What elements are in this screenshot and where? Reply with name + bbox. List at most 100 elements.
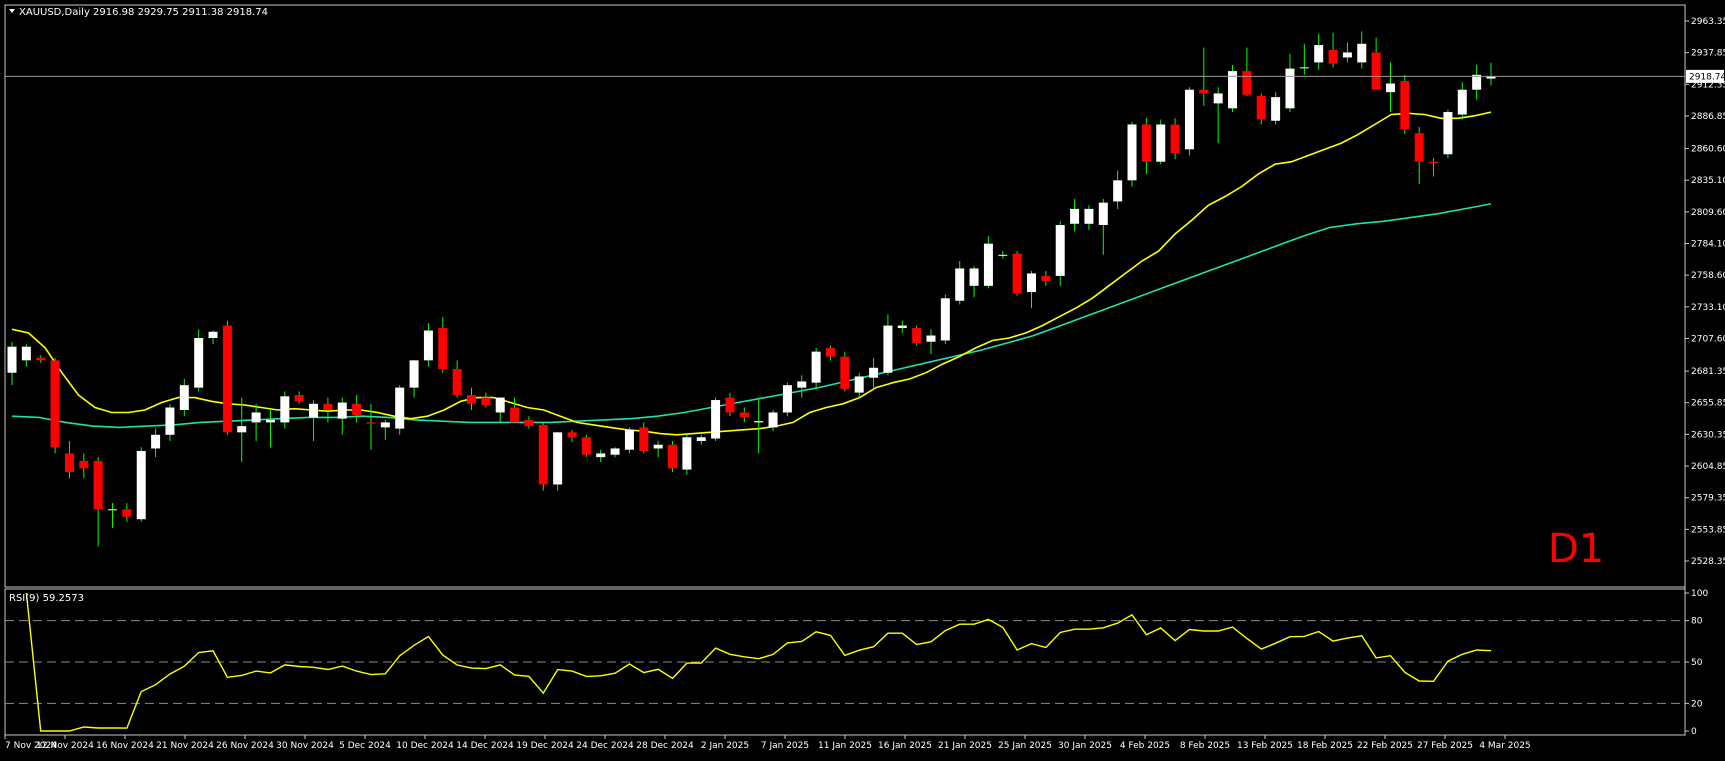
candle-body (897, 325, 907, 329)
candle-body (481, 397, 491, 406)
candle-body (1371, 52, 1381, 90)
candle-body (1041, 275, 1051, 281)
candle-body (1027, 273, 1037, 293)
candle-body (567, 432, 577, 438)
price-axis-label: 2937.85 (1691, 49, 1725, 59)
candle-body (452, 369, 462, 396)
candle-body (7, 346, 17, 373)
candle-body (495, 397, 505, 413)
price-axis-label: 2707.60 (1691, 334, 1725, 344)
candle-body (237, 426, 247, 433)
date-axis-label: 18 Feb 2025 (1297, 741, 1353, 751)
rsi-axis-label: 0 (1691, 727, 1697, 737)
candle-body (438, 328, 448, 370)
date-axis-label: 26 Nov 2024 (216, 741, 274, 751)
candle-body (912, 328, 922, 343)
date-axis-label: 27 Feb 2025 (1417, 741, 1473, 751)
candle-body (768, 412, 778, 428)
candle-body (1127, 124, 1137, 181)
price-axis-label: 2886.85 (1691, 112, 1725, 122)
date-axis-label: 25 Jan 2025 (998, 741, 1052, 751)
candle-body (1170, 124, 1180, 154)
timeframe-watermark: D1 (1548, 526, 1604, 572)
candle-body (1357, 43, 1367, 63)
date-axis-label: 30 Jan 2025 (1058, 741, 1112, 751)
candle-body (1256, 95, 1266, 120)
date-axis-label: 11 Jan 2025 (818, 741, 872, 751)
candle-body (380, 422, 390, 428)
price-axis-label: 2835.10 (1691, 176, 1725, 186)
candle-body (1271, 97, 1281, 121)
price-axis-label: 2963.35 (1691, 17, 1725, 27)
candle-body (553, 432, 563, 485)
candle-body (682, 437, 692, 470)
ma-fast-line (11, 111, 1492, 436)
date-axis-label: 7 Jan 2025 (761, 741, 809, 751)
date-axis-label: 8 Feb 2025 (1180, 741, 1230, 751)
candle-body (1012, 253, 1022, 294)
current-price-box (1686, 69, 1724, 83)
candle-body (1055, 225, 1065, 276)
candle-body (1486, 76, 1496, 79)
candle-body (668, 444, 678, 469)
rsi-axis-label: 80 (1691, 617, 1703, 627)
candle-body (194, 337, 204, 388)
candle-body (639, 427, 649, 451)
ma-slow-layer (11, 203, 1492, 429)
rsi-axis-labels: 100 80 50 20 0 (1685, 589, 1708, 737)
candle-body (50, 360, 60, 448)
price-axis-labels: 2963.35 2937.85 2912.35 2886.85 2860.60 2835.… (1685, 17, 1725, 567)
date-axis-label: 4 Feb 2025 (1120, 741, 1170, 751)
date-axis-label: 14 Dec 2024 (456, 741, 514, 751)
candle-body (122, 509, 132, 517)
date-axis-label: 28 Dec 2024 (636, 741, 694, 751)
candle-body (797, 381, 807, 388)
candle-body (1228, 71, 1238, 109)
candle-body (1314, 45, 1324, 63)
date-axis-label: 4 Mar 2025 (1479, 741, 1530, 751)
candle-body (165, 407, 175, 435)
candle-body (280, 396, 290, 423)
candle-body (610, 448, 620, 455)
candle-body (1213, 93, 1223, 104)
candle-body (1457, 89, 1467, 115)
price-axis-label: 2758.60 (1691, 271, 1725, 281)
candle-body (854, 376, 864, 393)
candle-body (1113, 180, 1123, 202)
candle-body (581, 437, 591, 455)
date-axis-label: 16 Jan 2025 (878, 741, 932, 751)
candle-body (222, 325, 232, 433)
candle-body (940, 298, 950, 341)
candle-body (1385, 83, 1395, 93)
candle-body (179, 385, 189, 410)
candle-body (352, 403, 362, 415)
date-axis-label: 24 Dec 2024 (576, 741, 634, 751)
date-axis-label: 5 Dec 2024 (339, 741, 391, 751)
price-axis-label: 2681.35 (1691, 367, 1725, 377)
price-axis-label: 2604.85 (1691, 462, 1725, 472)
candle-body (1414, 133, 1424, 162)
candle-body (869, 367, 879, 378)
candle-body (754, 421, 764, 423)
candle-body (251, 412, 261, 423)
candle-body (1199, 89, 1209, 94)
symbol-dropdown-arrow-icon[interactable] (9, 9, 15, 13)
current-price-label: 2918.74 (1689, 72, 1725, 82)
date-axis-label: 16 Nov 2024 (96, 741, 154, 751)
candle-body (825, 347, 835, 357)
ma-slow-line (11, 203, 1492, 429)
candle-body (108, 509, 118, 511)
candle-body (696, 437, 706, 442)
candle-body (538, 424, 548, 485)
candle-body (395, 387, 405, 429)
candle-body (1084, 208, 1094, 224)
candle-body (653, 444, 663, 449)
candle-body (998, 254, 1008, 256)
rsi-level-lines (5, 620, 1685, 704)
rsi-line (25, 592, 1492, 732)
candle-body (93, 460, 103, 510)
date-axis-label: 19 Dec 2024 (516, 741, 574, 751)
